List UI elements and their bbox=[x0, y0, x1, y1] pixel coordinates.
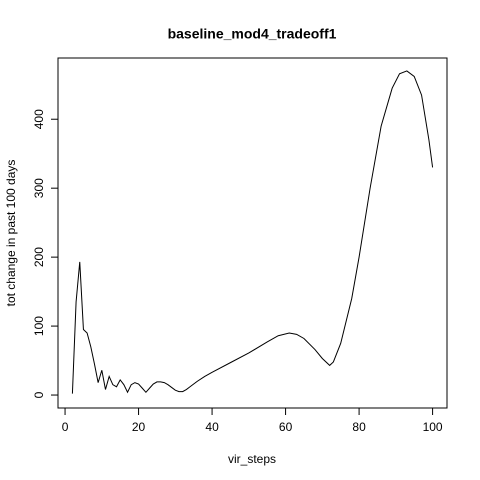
data-line bbox=[71, 70, 434, 394]
x-tick-label: 80 bbox=[352, 420, 366, 434]
x-axis-label: vir_steps bbox=[228, 452, 276, 466]
x-tick-label: 60 bbox=[279, 420, 293, 434]
y-tick-label: 100 bbox=[32, 316, 46, 336]
x-tick-label: 0 bbox=[62, 420, 69, 434]
y-axis-label: tot change in past 100 days bbox=[4, 160, 18, 307]
y-tick-label: 300 bbox=[32, 178, 46, 198]
y-tick-label: 400 bbox=[32, 109, 46, 129]
y-tick-label: 200 bbox=[32, 247, 46, 267]
x-tick-label: 40 bbox=[205, 420, 219, 434]
chart-title: baseline_mod4_tradeoff1 bbox=[168, 26, 337, 42]
x-tick-label: 100 bbox=[423, 420, 443, 434]
x-tick-label: 20 bbox=[132, 420, 146, 434]
y-tick-label: 0 bbox=[32, 391, 46, 398]
